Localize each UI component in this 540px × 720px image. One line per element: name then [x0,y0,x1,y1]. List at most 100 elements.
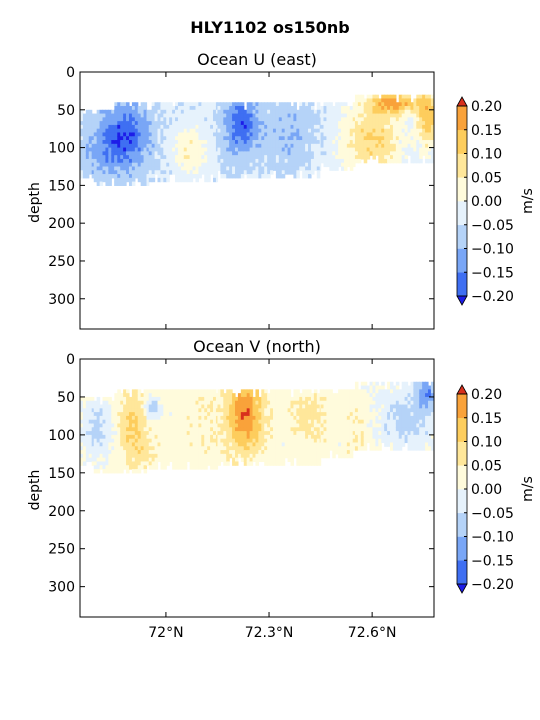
heat-cell [163,109,167,115]
heat-cell [349,143,354,149]
heat-cell [108,423,112,428]
heat-cell [195,438,199,444]
heat-cell [111,423,115,428]
heat-cell [281,427,286,432]
heat-cell [175,442,179,447]
heat-cell [290,438,295,444]
heat-cell [148,170,153,175]
heat-cell [305,412,309,417]
heat-cell [360,381,365,387]
heat-cell [160,457,164,463]
heat-cell [189,158,194,164]
heat-cell [425,442,429,447]
heat-cell [267,427,271,432]
heat-cell [140,109,145,115]
heat-cell [154,147,159,152]
heat-cell [284,453,289,459]
heat-cell [319,128,322,134]
heat-cell [249,450,254,455]
heat-cell [131,102,136,107]
heat-cell [108,155,112,160]
heat-cell [117,177,121,183]
heat-cell [252,404,257,409]
heat-cell [151,170,156,175]
heat-cell [223,102,227,107]
heat-cell [189,102,194,107]
heat-cell [201,438,205,444]
heat-cell [102,450,107,455]
heat-cell [335,158,339,164]
heat-cell [270,446,274,451]
heat-cell [91,457,95,463]
heat-cell [249,128,254,134]
heat-cell [354,404,359,409]
heat-cell [329,132,333,137]
heat-cell [215,461,219,466]
heat-cell [338,124,342,130]
heat-cell [237,415,242,421]
colorbar-tick-label: −0.20 [471,577,514,593]
heat-cell [422,109,426,115]
colorbar-extend-max [456,384,468,395]
heat-cell [154,393,159,398]
heat-cell [381,423,385,428]
heat-cell [140,166,145,171]
heat-cell [195,177,199,183]
y-tick-label: 50 [57,103,75,119]
heat-cell [120,412,124,417]
heat-cell [398,442,403,447]
heat-cell [85,396,90,402]
heat-cell [85,453,90,459]
heat-cell [275,446,280,451]
heat-cell [146,124,150,130]
heat-cell [387,431,391,436]
heat-cell [332,450,336,455]
heat-cell [395,158,400,164]
heat-cell [88,155,93,160]
heat-cell [102,117,107,122]
heat-cell [410,143,414,149]
heat-cell [134,431,139,436]
heat-cell [114,431,118,436]
heat-cell [226,113,230,118]
heat-cell [131,412,136,417]
heat-cell [117,427,121,432]
heat-cell [204,431,208,436]
heat-cell [243,143,248,149]
heat-cell [117,415,121,421]
heat-cell [366,109,371,115]
heat-cell [108,132,112,137]
heat-cell [175,427,179,432]
heat-cell [354,446,359,451]
heat-cell [111,140,115,145]
heat-cell [375,415,379,421]
heat-cell [186,419,191,425]
heat-cell [363,400,368,406]
heat-cell [401,113,406,118]
heat-cell [425,404,429,409]
heat-cell [126,109,130,115]
heat-cell [363,98,368,103]
heat-cell [229,400,233,406]
heat-cell [148,408,153,413]
heat-cell [183,408,188,413]
heat-cell [352,438,356,444]
heat-cell [261,434,265,440]
heat-cell [419,128,423,134]
heat-cell [363,143,368,149]
heat-cell [284,140,289,145]
heat-cell [387,385,391,390]
heat-cell [338,117,342,122]
heat-cell [126,136,130,141]
heat-cell [381,393,385,398]
heat-cell [220,404,224,409]
heat-cell [148,393,153,398]
heat-cell [120,438,124,444]
heat-cell [232,453,236,459]
heat-cell [108,113,112,118]
heat-cell [93,419,98,425]
heat-cell [392,415,397,421]
heat-cell [281,389,286,394]
heat-cell [217,442,221,447]
heat-cell [313,438,318,444]
